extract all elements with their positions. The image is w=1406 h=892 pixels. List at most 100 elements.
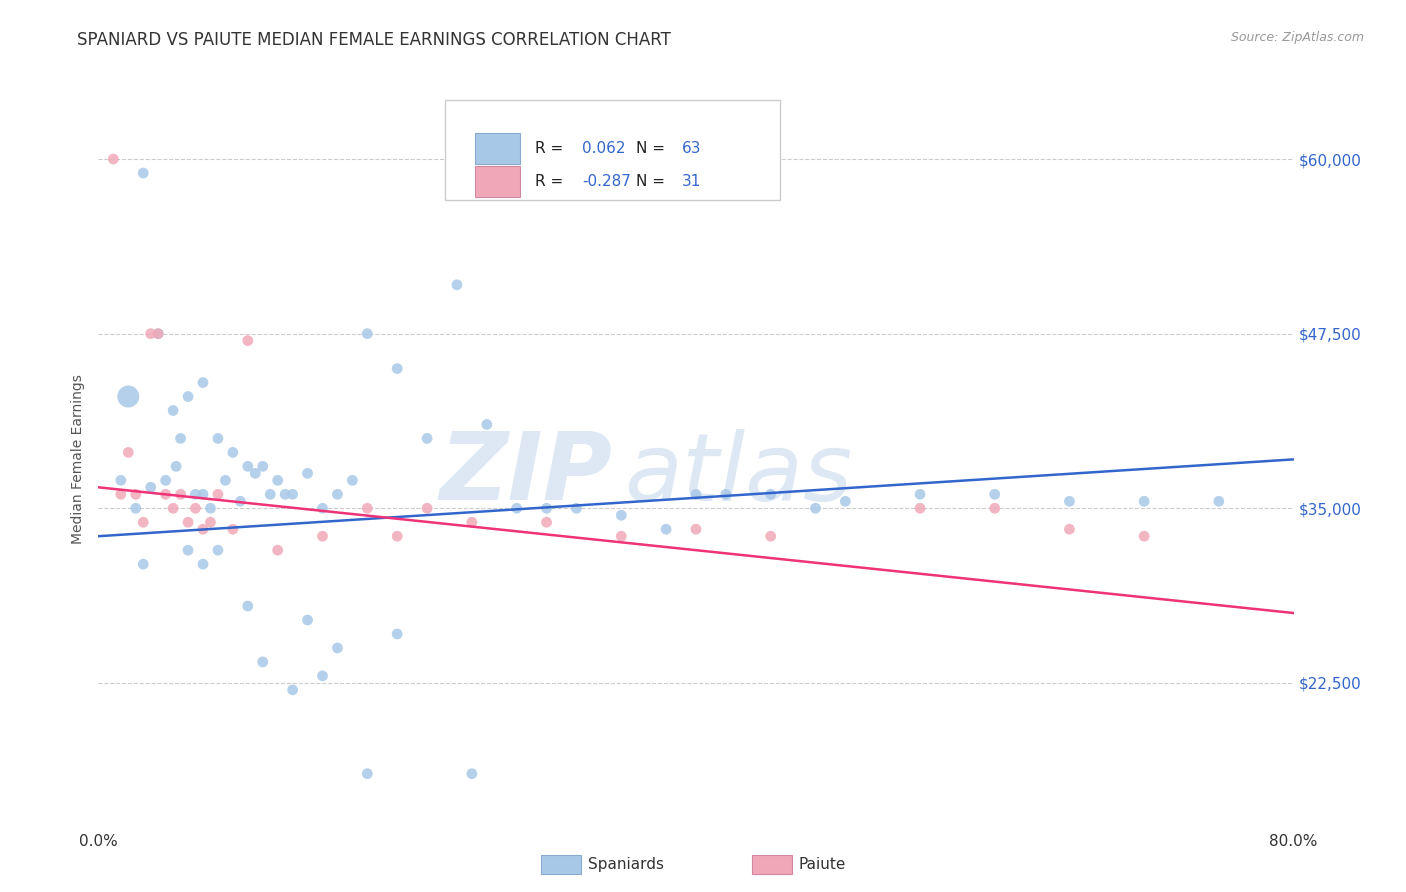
Point [222,522,245,536]
Point [714,487,737,501]
Point [132,166,155,180]
FancyBboxPatch shape [475,133,520,164]
Point [685,487,707,501]
Point [200,501,222,516]
Point [139,326,162,341]
Point [222,445,245,459]
Point [148,326,170,341]
Text: -0.287: -0.287 [582,174,631,189]
Text: Source: ZipAtlas.com: Source: ZipAtlas.com [1230,31,1364,45]
Point [281,487,304,501]
Point [311,501,333,516]
Point [125,501,148,516]
Point [834,494,856,508]
Point [984,501,1007,516]
Point [125,487,148,501]
Point [259,487,281,501]
Point [385,361,409,376]
Point [214,473,236,487]
Point [177,390,200,404]
Point [236,599,259,613]
Point [191,487,214,501]
Point [162,403,184,417]
Text: SPANIARD VS PAIUTE MEDIAN FEMALE EARNINGS CORRELATION CHART: SPANIARD VS PAIUTE MEDIAN FEMALE EARNING… [77,31,671,49]
Point [132,515,155,529]
Point [236,459,259,474]
Point [103,152,125,166]
Text: N =: N = [637,141,671,156]
Text: R =: R = [534,141,568,156]
Point [536,501,558,516]
Text: R =: R = [534,174,568,189]
Point [1208,494,1230,508]
Point [385,529,409,543]
Point [1059,494,1081,508]
Point [475,417,498,432]
Point [759,529,782,543]
Point [356,326,378,341]
Point [311,669,333,683]
Point [311,529,333,543]
Point [165,459,187,474]
Point [252,459,274,474]
Point [385,627,409,641]
Text: Spaniards: Spaniards [588,857,664,871]
Point [1133,494,1156,508]
Point [416,501,439,516]
Point [169,432,191,446]
Point [155,487,177,501]
Point [326,640,349,655]
Text: 63: 63 [682,141,702,156]
Point [245,467,267,481]
Point [200,515,222,529]
Point [297,613,319,627]
Point [297,467,319,481]
Point [908,487,931,501]
Point [132,557,155,571]
Point [326,487,349,501]
Text: Paiute: Paiute [799,857,846,871]
FancyBboxPatch shape [446,100,780,201]
Point [184,501,207,516]
FancyBboxPatch shape [475,166,520,197]
Point [184,487,207,501]
Point [1059,522,1081,536]
Point [117,390,139,404]
Point [461,766,484,780]
Point [191,557,214,571]
Point [207,487,229,501]
Point [162,501,184,516]
Point [908,501,931,516]
Point [267,473,290,487]
Point [155,473,177,487]
Point [169,487,191,501]
Point [759,487,782,501]
Point [342,473,364,487]
Text: 0.062: 0.062 [582,141,626,156]
Point [236,334,259,348]
Text: 31: 31 [682,174,702,189]
Point [274,487,297,501]
Point [110,473,132,487]
Point [356,766,378,780]
Point [565,501,588,516]
Point [117,445,139,459]
Text: ZIP: ZIP [440,428,613,520]
Text: N =: N = [637,174,671,189]
Point [177,515,200,529]
Point [267,543,290,558]
Point [281,682,304,697]
Point [356,501,378,516]
Point [148,326,170,341]
Point [610,508,633,523]
Point [110,487,132,501]
Point [461,515,484,529]
Point [191,522,214,536]
Point [655,522,678,536]
Point [191,376,214,390]
Point [685,522,707,536]
Text: atlas: atlas [624,429,852,520]
Point [446,277,468,292]
Point [207,543,229,558]
Point [252,655,274,669]
